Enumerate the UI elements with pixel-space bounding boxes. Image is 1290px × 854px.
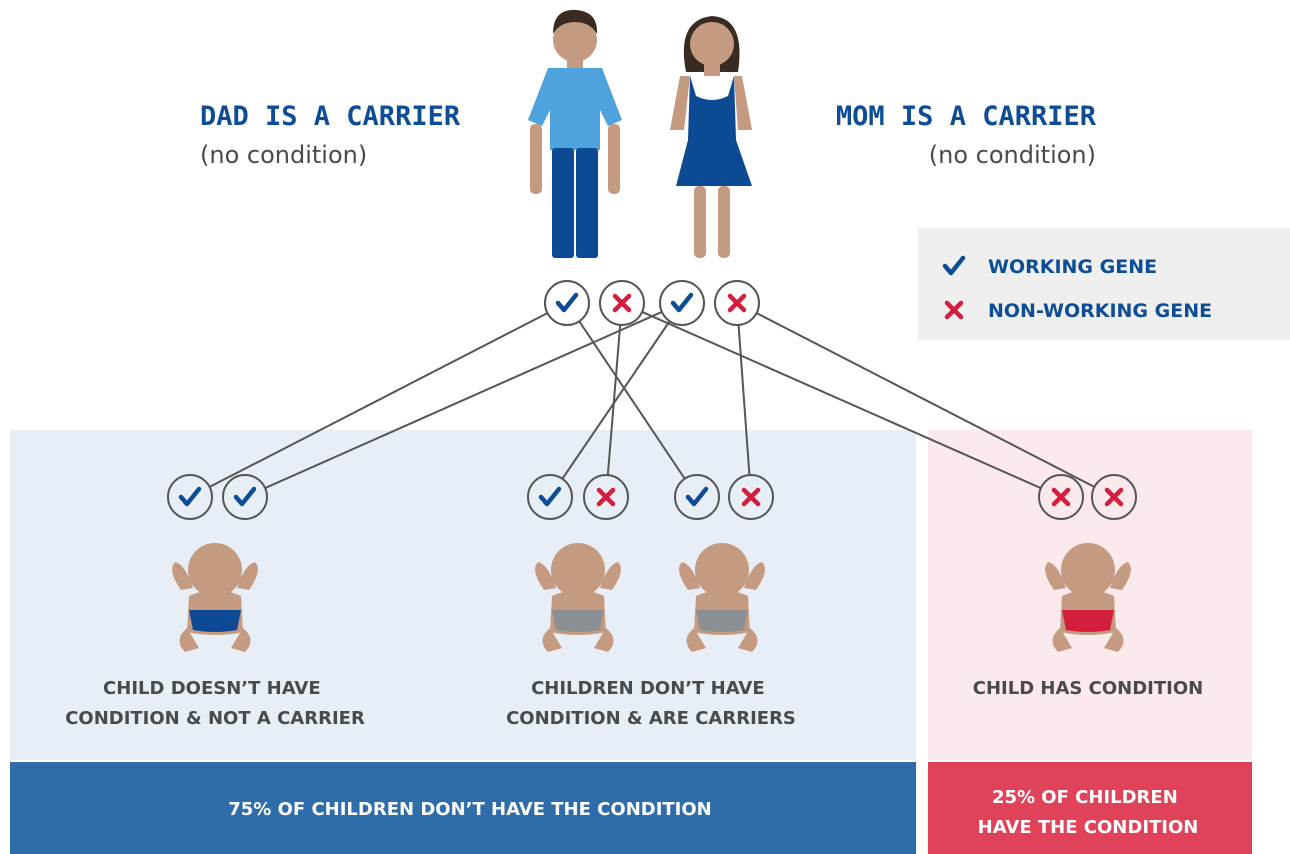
mom-title: MOM IS A CARRIER — [836, 101, 1097, 132]
footer-left-text: 75% OF CHILDREN DON’T HAVE THE CONDITION — [228, 799, 712, 820]
footer-right-text: 25% OF CHILDREN HAVE THE CONDITION — [978, 787, 1199, 838]
dad-note: (no condition) — [200, 141, 367, 169]
dad-title: DAD IS A CARRIER — [200, 101, 461, 132]
inheritance-lines — [189, 302, 1115, 498]
parent-genes — [544, 280, 760, 326]
footer-left — [10, 762, 916, 854]
mom-note: (no condition) — [929, 141, 1096, 169]
group-caption: CHILDREN DON’T HAVE CONDITION & ARE CARR… — [506, 678, 796, 729]
dad-figure — [528, 9, 622, 258]
legend-working: WORKING GENE — [988, 256, 1157, 278]
legend-non-working: NON-WORKING GENE — [988, 300, 1212, 322]
legend-box — [918, 228, 1290, 340]
mom-figure — [670, 16, 752, 258]
baby-icons — [172, 543, 1131, 652]
group-caption: CHILD DOESN’T HAVE CONDITION & NOT A CAR… — [65, 678, 365, 729]
footer-right — [928, 762, 1252, 854]
child-genes — [167, 474, 1137, 520]
group-caption: CHILD HAS CONDITION — [973, 678, 1203, 699]
